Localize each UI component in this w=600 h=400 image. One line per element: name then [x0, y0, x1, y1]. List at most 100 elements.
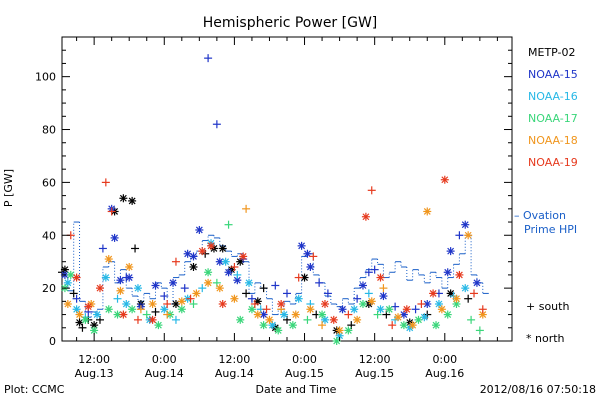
plot-timestamp: 2012/08/16 07:50:18	[480, 383, 596, 396]
x-tick-label-date: Aug.13	[75, 367, 114, 380]
north-point-noaa-15	[379, 292, 388, 301]
legend-model-line1: – Ovation	[514, 209, 566, 222]
north-point-noaa-17	[81, 315, 90, 324]
legend-entry-noaa-19: NOAA-19	[528, 156, 578, 169]
north-point-metp-02	[218, 244, 227, 253]
north-point-noaa-18	[148, 299, 157, 308]
south-point-noaa-15	[353, 294, 362, 303]
legend-marker-south: + south	[526, 300, 569, 313]
south-point-noaa-15	[370, 265, 379, 274]
north-point-noaa-17	[247, 305, 256, 314]
north-point-noaa-15	[169, 278, 178, 287]
north-point-noaa-19	[218, 299, 227, 308]
north-point-noaa-18	[215, 284, 224, 293]
north-point-noaa-18	[464, 231, 473, 240]
south-point-noaa-15	[364, 268, 373, 277]
south-point-noaa-17	[189, 299, 198, 308]
y-tick-label: 80	[42, 124, 56, 137]
north-point-noaa-18	[394, 313, 403, 322]
south-point-metp-02	[259, 284, 268, 293]
north-point-noaa-19	[329, 315, 338, 324]
y-axis-label: P [GW]	[2, 169, 15, 207]
north-point-noaa-17	[204, 268, 213, 277]
south-point-noaa-19	[163, 299, 172, 308]
north-point-noaa-16	[294, 294, 303, 303]
north-point-metp-02	[75, 318, 84, 327]
south-point-noaa-16	[364, 289, 373, 298]
south-point-noaa-17	[467, 315, 476, 324]
x-tick-label-date: Aug.16	[425, 367, 464, 380]
north-point-noaa-19	[148, 315, 157, 324]
north-point-noaa-16	[461, 284, 470, 293]
north-point-noaa-17	[385, 305, 394, 314]
north-point-noaa-17	[288, 321, 297, 330]
north-point-noaa-15	[461, 220, 470, 229]
south-point-noaa-18	[242, 204, 251, 213]
south-point-noaa-17	[142, 310, 151, 319]
north-point-noaa-18	[125, 262, 134, 271]
south-point-noaa-15	[323, 289, 332, 298]
north-point-noaa-17	[432, 321, 441, 330]
south-point-noaa-15	[180, 284, 189, 293]
north-point-metp-02	[60, 265, 69, 274]
south-point-noaa-18	[318, 321, 327, 330]
north-point-noaa-15	[297, 241, 306, 250]
legend-entry-noaa-18: NOAA-18	[528, 134, 578, 147]
south-point-noaa-19	[309, 252, 318, 261]
south-point-metp-02	[464, 294, 473, 303]
north-point-noaa-18	[291, 310, 300, 319]
north-point-noaa-18	[353, 315, 362, 324]
north-point-noaa-17	[443, 310, 452, 319]
y-tick-label: 100	[35, 71, 56, 84]
north-point-noaa-18	[116, 286, 125, 295]
north-point-noaa-15	[189, 252, 198, 261]
north-point-noaa-18	[230, 294, 239, 303]
x-tick-label-time: 0:00	[432, 353, 457, 366]
x-tick-label-date: Aug.14	[215, 367, 254, 380]
south-point-noaa-16	[171, 315, 180, 324]
south-point-noaa-19	[470, 289, 479, 298]
south-point-noaa-15	[212, 120, 221, 129]
north-point-noaa-18	[423, 207, 432, 216]
north-point-noaa-17	[236, 315, 245, 324]
north-point-noaa-15	[151, 281, 160, 290]
north-point-noaa-19	[239, 252, 248, 261]
south-point-noaa-19	[478, 305, 487, 314]
south-point-noaa-15	[315, 278, 324, 287]
legend-entry-metp-02: METP-02	[528, 46, 576, 59]
x-tick-label-time: 0:00	[152, 353, 177, 366]
north-point-noaa-15	[116, 276, 125, 285]
north-point-noaa-18	[192, 289, 201, 298]
north-point-noaa-19	[455, 270, 464, 279]
plot-source: Plot: CCMC	[4, 383, 65, 396]
south-point-noaa-15	[247, 294, 256, 303]
y-tick-label: 40	[42, 229, 56, 242]
legend-entry-noaa-15: NOAA-15	[528, 68, 578, 81]
north-point-noaa-16	[72, 305, 81, 314]
north-point-noaa-18	[63, 299, 72, 308]
north-point-noaa-18	[408, 321, 417, 330]
north-point-noaa-18	[437, 305, 446, 314]
north-point-noaa-19	[95, 284, 104, 293]
data-points	[58, 54, 487, 345]
north-point-noaa-18	[335, 326, 344, 335]
north-point-noaa-18	[265, 315, 274, 324]
north-point-noaa-19	[320, 299, 329, 308]
x-tick-label-date: Aug.15	[355, 367, 394, 380]
south-point-noaa-15	[72, 294, 81, 303]
south-point-noaa-16	[113, 294, 122, 303]
south-point-noaa-18	[163, 310, 172, 319]
south-point-noaa-17	[475, 326, 484, 335]
south-point-noaa-18	[379, 284, 388, 293]
y-tick-label: 0	[49, 335, 56, 348]
north-point-noaa-15	[195, 225, 204, 234]
south-point-noaa-15	[411, 305, 420, 314]
south-point-noaa-17	[373, 310, 382, 319]
north-point-noaa-19	[84, 302, 93, 311]
legend-entry-noaa-17: NOAA-17	[528, 112, 578, 125]
north-point-noaa-16	[221, 257, 230, 266]
south-point-noaa-19	[417, 299, 426, 308]
south-point-noaa-19	[367, 186, 376, 195]
north-point-noaa-15	[443, 268, 452, 277]
